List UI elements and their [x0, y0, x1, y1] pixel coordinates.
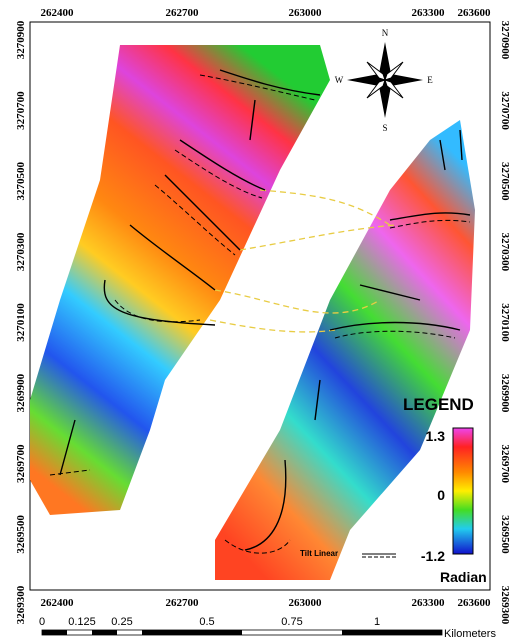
map: 262400 262700 263000 263300 263600 262400 2627…	[0, 0, 511, 642]
y-label: 3270500	[499, 162, 511, 201]
legend-unit: Radian	[440, 569, 487, 585]
y-label: 3270700	[499, 91, 511, 130]
y-label: 3270900	[15, 20, 27, 59]
legend-title: LEGEND	[403, 395, 474, 414]
y-label: 3270300	[499, 233, 511, 272]
x-label: 263300	[412, 597, 446, 609]
x-label: 263000	[289, 597, 323, 609]
compass-s: S	[382, 123, 387, 133]
x-label: 262400	[41, 597, 75, 609]
y-label: 3269300	[15, 585, 27, 624]
x-label: 263600	[458, 597, 492, 609]
scale-label: 0.5	[199, 616, 214, 628]
scale-label: 0.125	[68, 616, 96, 628]
y-label: 3269500	[15, 515, 27, 554]
x-label: 262400	[41, 7, 75, 19]
y-label: 3270100	[15, 303, 27, 342]
scale-label: 0.25	[111, 616, 132, 628]
compass-w: W	[335, 75, 344, 85]
legend-tick: 0	[437, 487, 445, 503]
y-label: 3269700	[15, 444, 27, 483]
x-label: 262700	[166, 7, 200, 19]
y-label: 3269900	[499, 374, 511, 413]
y-label: 3270500	[15, 162, 27, 201]
x-label: 263000	[289, 7, 323, 19]
compass-e: E	[427, 75, 433, 85]
legend-tick: -1.2	[421, 548, 445, 564]
y-label: 3269300	[499, 586, 511, 625]
line-label: Tilt Linear	[300, 549, 338, 558]
scale-label: 1	[374, 616, 380, 628]
x-label: 262700	[166, 597, 200, 609]
y-label: 3270300	[15, 232, 27, 271]
x-label: 263600	[458, 7, 492, 19]
scale-label: 0	[39, 616, 45, 628]
y-label: 3270700	[15, 91, 27, 130]
y-label: 3269500	[499, 515, 511, 554]
y-label: 3270100	[499, 303, 511, 342]
y-label: 3269900	[15, 373, 27, 412]
scale-unit: Kilometers	[444, 628, 496, 640]
x-label: 263300	[412, 7, 446, 19]
scale-bar	[42, 630, 442, 635]
scale-label: 0.75	[281, 616, 302, 628]
compass-n: N	[382, 28, 389, 38]
legend-tick: 1.3	[426, 428, 446, 444]
color-bar	[453, 428, 473, 554]
y-label: 3270900	[499, 21, 511, 60]
y-label: 3269700	[499, 445, 511, 484]
